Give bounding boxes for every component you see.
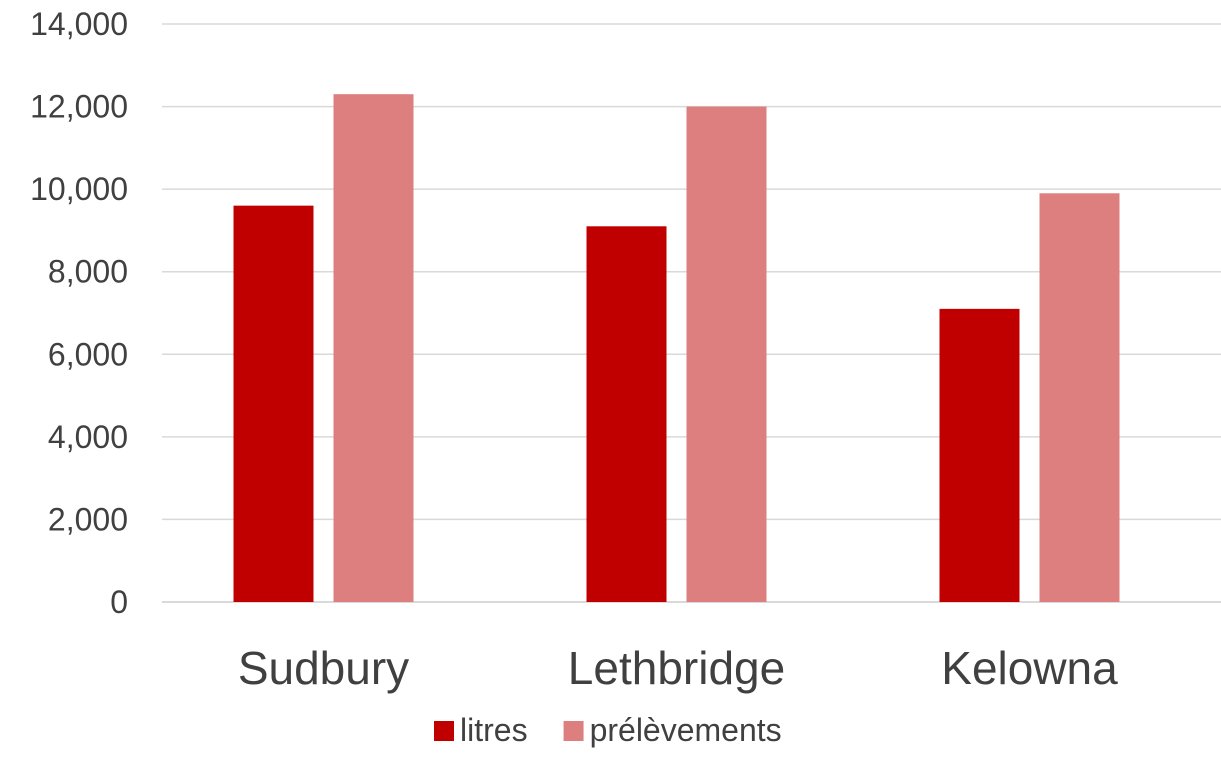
bar-prélèvements-kelowna	[1039, 193, 1120, 602]
y-tick-label: 10,000	[30, 171, 128, 207]
bar-litres-sudbury	[233, 205, 314, 602]
y-tick-label: 4,000	[48, 419, 128, 455]
bar-prélèvements-lethbridge	[686, 106, 767, 603]
legend-swatch-0	[434, 721, 454, 741]
x-tick-label: Kelowna	[941, 642, 1118, 694]
bar-litres-lethbridge	[586, 226, 667, 603]
bar-litres-kelowna	[939, 308, 1020, 602]
x-tick-label: Sudbury	[238, 642, 409, 694]
y-tick-label: 12,000	[30, 89, 128, 125]
y-tick-label: 8,000	[48, 254, 128, 290]
legend-label: litres	[460, 712, 528, 748]
y-tick-label: 14,000	[30, 6, 128, 42]
x-axis-ticks: Sudbury Lethbridge Kelowna	[238, 642, 1118, 694]
y-tick-label: 0	[110, 584, 128, 620]
y-tick-label: 2,000	[48, 501, 128, 537]
legend-swatch-1	[563, 721, 584, 741]
bar-prélèvements-sudbury	[333, 94, 414, 602]
y-axis-ticks: 0 2,000 4,000 6,000 8,000 10,000 12,000 14,000	[30, 6, 128, 620]
y-tick-label: 6,000	[48, 336, 128, 372]
legend: litres prélèvements	[434, 712, 782, 748]
legend-label: prélèvements	[590, 712, 782, 748]
bars	[233, 94, 1120, 603]
x-tick-label: Lethbridge	[568, 642, 785, 694]
